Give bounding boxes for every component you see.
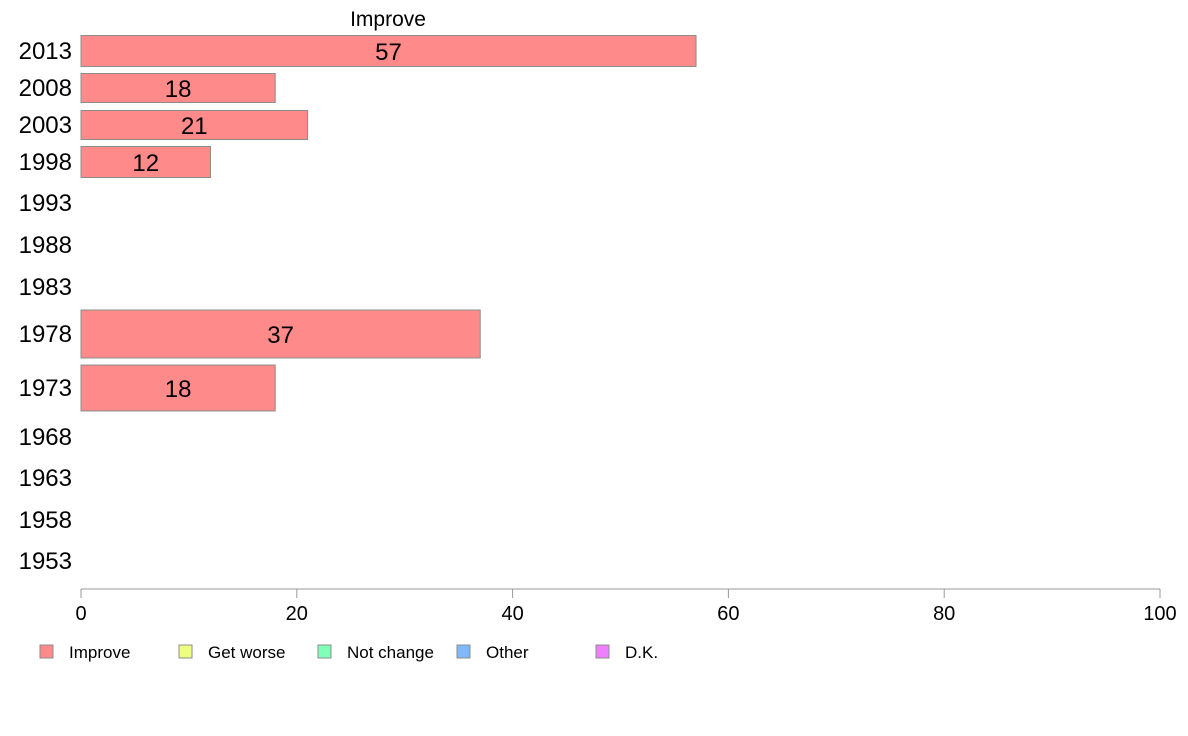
bar-2013 bbox=[80, 35, 697, 67]
legend-label-not-change: Not change bbox=[347, 643, 434, 662]
x-tick-label-100: 100 bbox=[1143, 603, 1176, 625]
y-axis-labels: 2013 2008 2003 1998 1993 1988 1983 1978 1973 1968… bbox=[19, 38, 72, 575]
y-tick-label-2013: 2013 bbox=[19, 38, 72, 65]
x-tick-label-20: 20 bbox=[286, 603, 308, 625]
y-tick-label-1983: 1983 bbox=[19, 274, 72, 301]
x-tick-label-60: 60 bbox=[717, 603, 739, 625]
data-label-1973: 18 bbox=[165, 376, 192, 403]
y-tick-label-1998: 1998 bbox=[19, 149, 72, 176]
legend-label-d-k: D.K. bbox=[625, 643, 658, 662]
bar-1998 bbox=[80, 146, 211, 178]
y-tick-label-1968: 1968 bbox=[19, 424, 72, 451]
legend-swatch-other bbox=[456, 644, 471, 659]
y-tick-label-1988: 1988 bbox=[19, 232, 72, 259]
y-tick-label-1963: 1963 bbox=[19, 465, 72, 492]
data-label-2008: 18 bbox=[165, 76, 192, 103]
y-tick-label-1978: 1978 bbox=[19, 321, 72, 348]
y-tick-label-1953: 1953 bbox=[19, 548, 72, 575]
legend-swatch-get-worse bbox=[178, 644, 193, 659]
bars-group: 57 18 21 12 37 18 bbox=[80, 35, 697, 412]
legend-label-other: Other bbox=[486, 643, 529, 662]
y-tick-label-1973: 1973 bbox=[19, 375, 72, 402]
x-tick-label-0: 0 bbox=[75, 603, 86, 625]
data-label-1978: 37 bbox=[267, 322, 294, 349]
x-axis: 0 20 40 60 80 100 bbox=[75, 588, 1177, 625]
legend-label-get-worse: Get worse bbox=[208, 643, 285, 662]
y-tick-label-1993: 1993 bbox=[19, 190, 72, 217]
bar-2003 bbox=[80, 110, 309, 140]
legend: Improve Get worse Not change Other D.K. bbox=[39, 643, 658, 662]
legend-label-improve: Improve bbox=[69, 643, 130, 662]
legend-swatch-not-change bbox=[317, 644, 332, 659]
bar-1973 bbox=[80, 364, 276, 412]
data-label-1998: 12 bbox=[132, 150, 159, 177]
y-tick-label-2003: 2003 bbox=[19, 112, 72, 139]
data-label-2013: 57 bbox=[375, 39, 402, 66]
y-tick-label-1958: 1958 bbox=[19, 507, 72, 534]
y-tick-label-2008: 2008 bbox=[19, 75, 72, 102]
x-tick-label-40: 40 bbox=[501, 603, 523, 625]
bar-2008 bbox=[80, 73, 276, 103]
bar-1978 bbox=[80, 309, 481, 359]
legend-swatch-d-k bbox=[595, 644, 610, 659]
legend-swatch-improve bbox=[39, 644, 54, 659]
x-tick-label-80: 80 bbox=[933, 603, 955, 625]
data-label-2003: 21 bbox=[181, 113, 208, 140]
chart-title: Improve bbox=[350, 8, 426, 31]
